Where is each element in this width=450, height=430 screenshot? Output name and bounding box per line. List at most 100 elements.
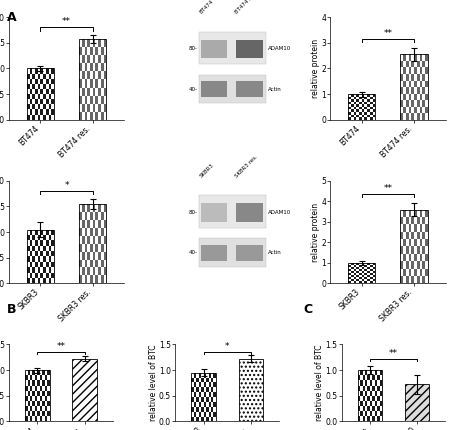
Bar — [417, 239, 419, 246]
Bar — [365, 386, 368, 390]
Bar — [35, 84, 38, 89]
Bar — [356, 112, 359, 115]
Bar — [104, 55, 106, 63]
Bar — [27, 235, 30, 240]
Bar — [46, 115, 49, 120]
Bar — [367, 117, 370, 120]
Bar — [87, 80, 90, 88]
Bar — [359, 112, 362, 115]
Bar — [403, 80, 406, 87]
Bar — [35, 230, 38, 235]
Bar — [419, 254, 422, 261]
Bar — [104, 267, 106, 276]
Bar — [199, 238, 266, 267]
Bar — [359, 280, 362, 281]
Bar — [45, 416, 47, 421]
Bar — [400, 269, 403, 276]
Bar — [422, 269, 425, 276]
Bar — [354, 110, 356, 112]
Bar — [367, 263, 370, 265]
Bar — [93, 204, 95, 212]
Bar — [27, 99, 30, 104]
Bar — [351, 269, 354, 271]
Bar — [358, 386, 360, 390]
Bar — [367, 94, 370, 97]
Bar — [414, 107, 417, 113]
Bar — [362, 112, 364, 115]
Bar — [196, 382, 199, 387]
Bar — [49, 84, 51, 89]
Bar — [364, 277, 367, 280]
Bar — [348, 104, 351, 107]
Bar — [49, 267, 51, 273]
Bar — [372, 381, 375, 386]
Bar — [199, 75, 266, 103]
Bar — [359, 269, 362, 271]
Bar — [206, 387, 208, 392]
Bar — [27, 381, 30, 386]
Bar — [32, 89, 35, 94]
Bar — [98, 244, 101, 252]
Bar — [87, 112, 90, 120]
Bar — [43, 240, 46, 246]
Bar — [368, 386, 370, 390]
Bar — [35, 370, 37, 375]
Bar — [40, 79, 43, 84]
Bar — [201, 203, 227, 222]
Bar — [358, 375, 360, 381]
Bar — [356, 115, 359, 117]
Bar — [360, 401, 363, 406]
Bar — [199, 412, 201, 417]
Bar — [93, 267, 95, 276]
Bar — [199, 417, 201, 421]
Bar — [370, 406, 372, 411]
Bar — [25, 411, 27, 416]
Bar — [30, 94, 32, 99]
Text: BT474 res.: BT474 res. — [234, 0, 259, 15]
Bar — [196, 417, 199, 421]
Bar — [37, 406, 40, 411]
Bar — [43, 267, 46, 273]
Bar — [414, 54, 417, 61]
Bar — [425, 239, 427, 246]
Bar — [419, 232, 422, 239]
Bar — [49, 74, 51, 79]
Bar — [422, 113, 425, 120]
Bar — [27, 230, 54, 283]
Bar — [364, 275, 367, 277]
Bar — [35, 267, 38, 273]
Bar — [351, 97, 354, 99]
Bar — [367, 112, 370, 115]
Bar — [32, 375, 35, 381]
Bar — [363, 381, 365, 386]
Bar — [38, 94, 40, 99]
Bar — [82, 252, 85, 260]
Bar — [406, 74, 409, 80]
Bar — [38, 84, 40, 89]
Bar — [38, 74, 40, 79]
Bar — [93, 228, 95, 236]
Bar — [367, 107, 370, 110]
Bar — [348, 281, 351, 283]
Bar — [46, 262, 49, 267]
Bar — [25, 370, 50, 421]
Bar — [208, 407, 211, 412]
Bar — [51, 89, 54, 94]
Bar — [422, 217, 425, 224]
Bar — [356, 107, 359, 110]
Bar — [98, 63, 101, 71]
Bar — [30, 68, 32, 74]
Bar — [30, 99, 32, 104]
Bar — [365, 396, 368, 401]
Bar — [206, 382, 208, 387]
Bar — [370, 396, 372, 401]
Bar — [27, 278, 30, 283]
Bar — [362, 110, 364, 112]
Bar — [419, 224, 422, 232]
Bar — [93, 260, 95, 267]
Bar — [403, 246, 406, 254]
Bar — [98, 95, 101, 104]
Bar — [356, 281, 359, 283]
Bar — [93, 55, 95, 63]
Bar — [348, 277, 351, 280]
